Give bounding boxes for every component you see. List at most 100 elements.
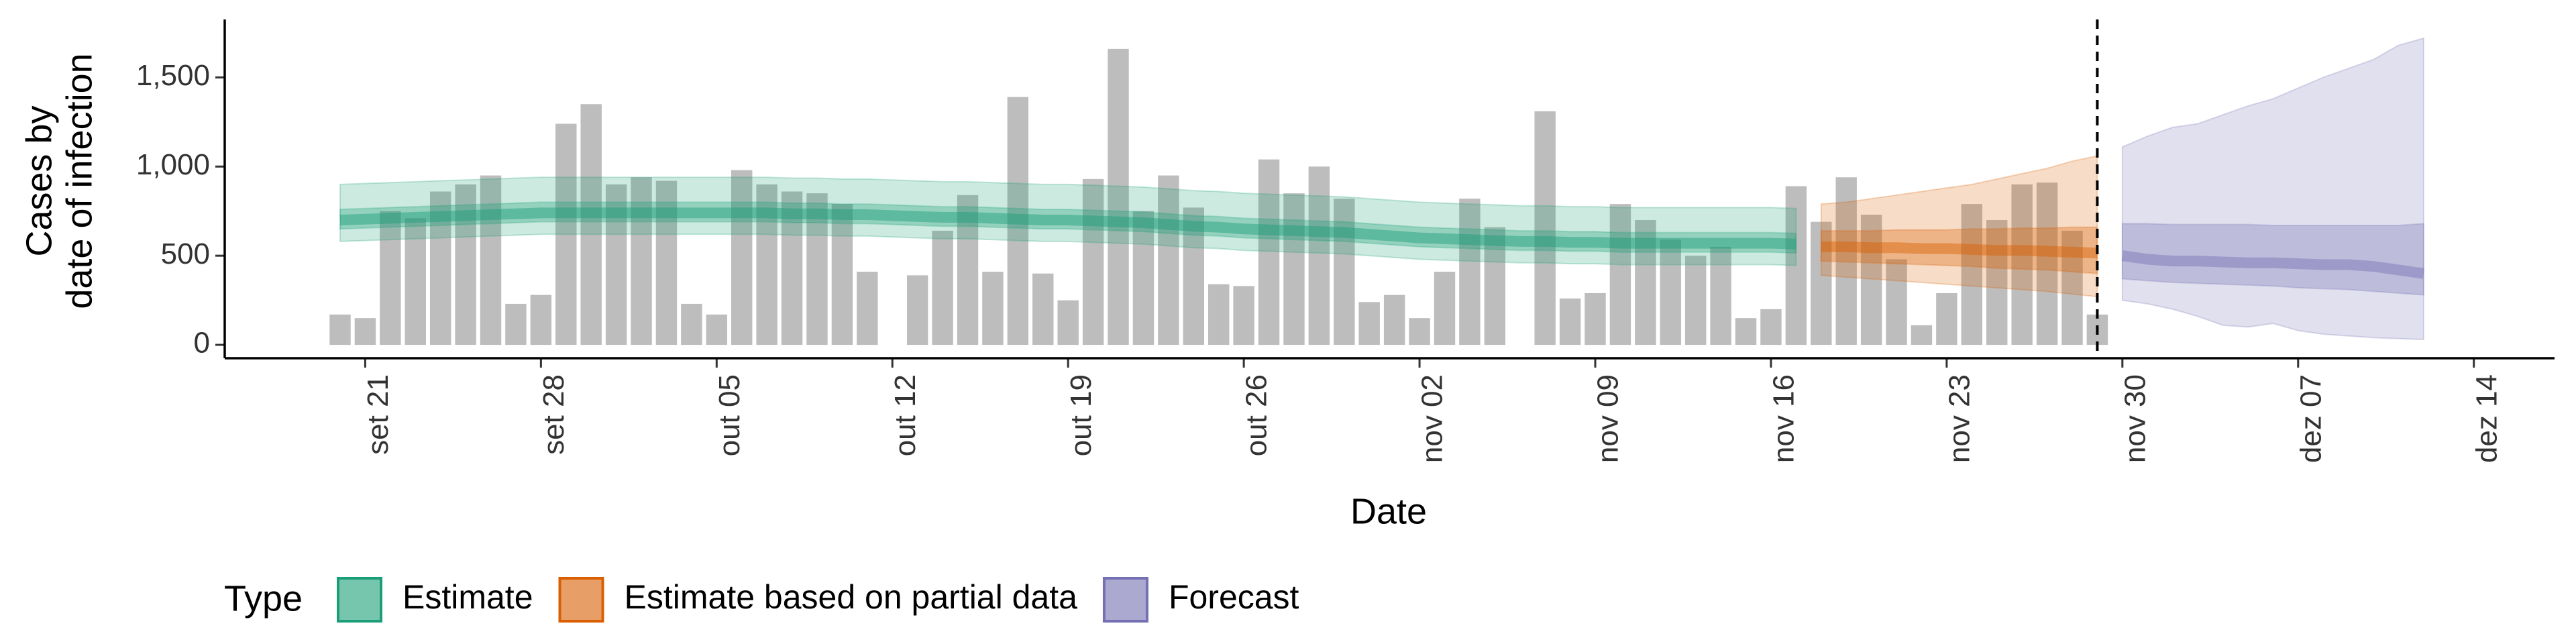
- bar: [1684, 256, 1707, 345]
- x-tick-label: out 05: [713, 374, 746, 456]
- bar: [1735, 318, 1757, 345]
- y-axis-title: Cases by: [19, 105, 59, 256]
- bar: [857, 272, 878, 345]
- bar: [2036, 182, 2058, 345]
- bar: [1585, 292, 1606, 345]
- bar: [1660, 239, 1681, 345]
- median-line: [1821, 241, 2098, 259]
- bar: [1383, 294, 1405, 345]
- bar: [505, 303, 527, 345]
- bar: [1961, 204, 1983, 345]
- bar: [1158, 175, 1179, 345]
- bar: [1132, 211, 1155, 345]
- y-tick-label: 1,000: [136, 148, 210, 181]
- x-tick-label: dez 14: [2470, 374, 2503, 463]
- bar: [655, 180, 678, 345]
- legend-label: Estimate based on partial data: [625, 578, 1078, 616]
- bar: [1609, 204, 1631, 345]
- bar: [731, 170, 753, 345]
- bar: [1007, 97, 1029, 345]
- bar: [455, 184, 476, 345]
- y-tick-label: 500: [161, 237, 210, 270]
- bar: [429, 191, 451, 345]
- y-tick-label: 1,500: [136, 59, 210, 92]
- x-tick-label: nov 09: [1592, 374, 1625, 463]
- bar: [631, 177, 652, 345]
- bar: [1334, 199, 1355, 345]
- x-tick-label: nov 30: [2118, 374, 2151, 463]
- bar: [1986, 220, 2008, 345]
- interval-band: [339, 201, 1797, 254]
- bar: [1032, 273, 1054, 345]
- legend-label: Forecast: [1169, 578, 1299, 616]
- bar: [681, 303, 702, 345]
- bar: [957, 195, 979, 345]
- bar: [706, 314, 728, 345]
- bar: [1559, 298, 1581, 345]
- interval-band: [1820, 226, 2098, 274]
- legend-key: [337, 577, 382, 623]
- bar: [1785, 186, 1807, 345]
- bar: [906, 275, 928, 345]
- bar: [1760, 309, 1782, 345]
- bar: [982, 272, 1004, 345]
- x-tick-label: dez 07: [2294, 374, 2327, 463]
- legend-title: Type: [224, 578, 303, 619]
- bar: [1308, 166, 1330, 345]
- bar: [1233, 286, 1254, 345]
- bar: [1057, 300, 1079, 345]
- bar: [1860, 215, 1882, 345]
- bar: [480, 175, 502, 345]
- bar: [781, 191, 803, 345]
- x-axis-title: Date: [1350, 491, 1427, 531]
- bar: [1082, 178, 1104, 345]
- interval-band: [1820, 155, 2098, 298]
- bar: [1936, 292, 1957, 345]
- interval-band: [339, 176, 1797, 266]
- bar: [932, 230, 953, 345]
- x-tick-label: nov 02: [1416, 374, 1449, 463]
- interval-band: [2121, 223, 2424, 296]
- bar: [354, 318, 376, 345]
- bar: [1459, 199, 1481, 345]
- bar: [756, 184, 777, 345]
- bar: [380, 211, 401, 345]
- bar: [1108, 48, 1129, 345]
- interval-band: [2121, 37, 2424, 341]
- bar: [806, 193, 828, 345]
- bar: [1710, 246, 1731, 345]
- x-tick-label: out 12: [889, 374, 922, 456]
- bar: [1409, 318, 1430, 345]
- y-tick-label: 0: [194, 327, 210, 360]
- median-line: [339, 207, 1796, 250]
- bar: [329, 314, 351, 345]
- bar: [2011, 184, 2033, 345]
- bar: [1886, 259, 1907, 345]
- bar: [1635, 220, 1656, 345]
- bar: [405, 218, 426, 345]
- bar: [605, 184, 627, 345]
- bar: [1534, 111, 1556, 345]
- y-axis-title: date of infection: [59, 53, 99, 309]
- legend-key: [558, 577, 604, 623]
- bar: [1911, 325, 1933, 345]
- bar: [530, 294, 552, 345]
- x-tick-label: nov 23: [1943, 374, 1976, 463]
- bar: [1434, 272, 1456, 345]
- legend-key: [1102, 577, 1148, 623]
- x-tick-label: set 28: [537, 374, 570, 455]
- bar: [1283, 193, 1305, 345]
- bar: [1811, 221, 1832, 345]
- x-tick-label: out 26: [1240, 374, 1273, 456]
- bar: [1208, 284, 1230, 345]
- bar: [1835, 177, 1857, 345]
- x-tick-label: out 19: [1065, 374, 1097, 456]
- bar: [555, 123, 577, 345]
- bar: [831, 204, 853, 345]
- bar: [1258, 159, 1280, 345]
- bar: [1183, 207, 1204, 345]
- bar: [2061, 230, 2083, 345]
- median-line: [2121, 250, 2424, 279]
- bar: [1484, 227, 1506, 345]
